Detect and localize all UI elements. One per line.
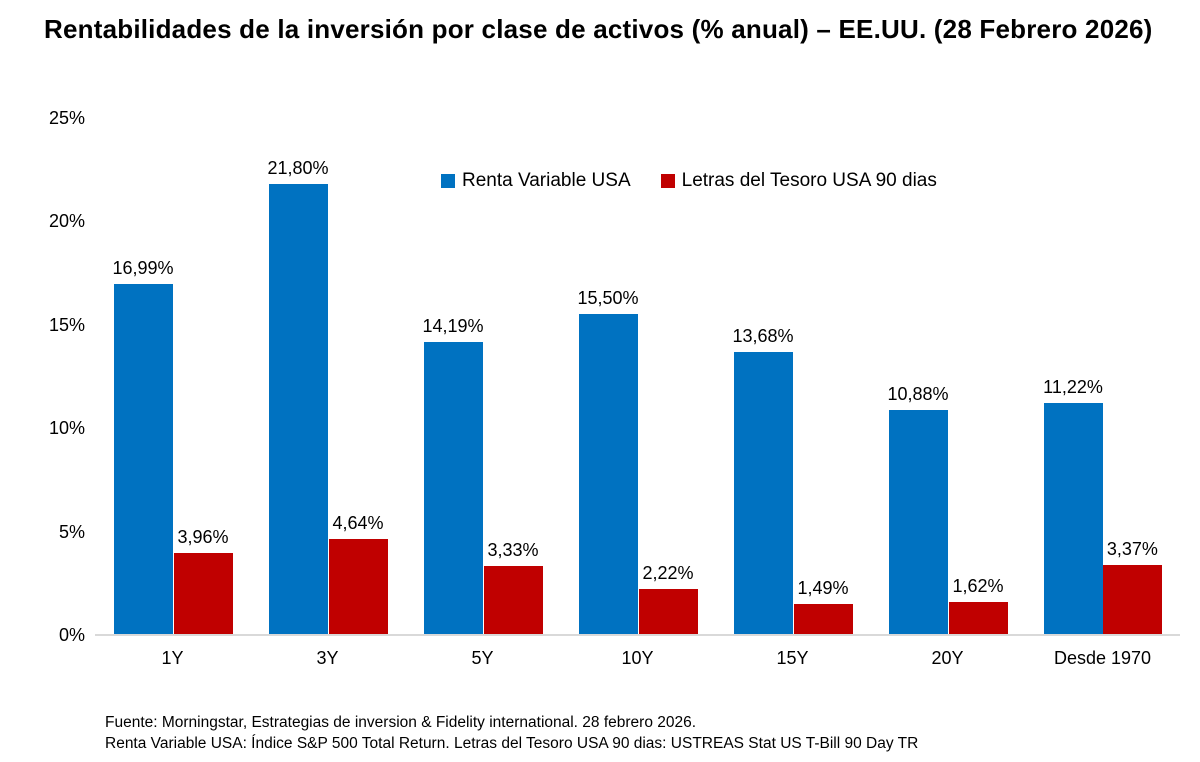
plot-area: Renta Variable USA Letras del Tesoro USA… (95, 118, 1180, 668)
y-tick-label: 25% (48, 108, 85, 128)
bar (328, 539, 388, 635)
bar (113, 283, 173, 635)
y-tick-label: 10% (48, 418, 85, 439)
bar-wrap: 3,96% (173, 527, 233, 635)
bar (578, 314, 638, 635)
bar-wrap: 13,68% (732, 326, 794, 635)
bar-value-label: 1,62% (952, 575, 1004, 596)
y-tick-label: 5% (58, 521, 85, 542)
x-axis-label: 3Y (316, 648, 339, 668)
bar (268, 184, 328, 635)
bar-value-label: 16,99% (112, 257, 174, 278)
bar (793, 604, 853, 635)
bar-wrap: 1,62% (948, 575, 1008, 635)
bar-group-10Y: 15,50% 2,22% 10Y (560, 118, 715, 668)
bar-value-label: 3,96% (177, 527, 229, 548)
source-footnote: Fuente: Morningstar, Estrategias de inve… (105, 712, 918, 754)
bar (423, 341, 483, 635)
y-tick-label: 0% (58, 625, 85, 645)
bar-group-1Y: 16,99% 3,96% 1Y (95, 118, 250, 668)
bar-wrap: 3,33% (483, 540, 543, 635)
bar-wrap: 11,22% (1043, 377, 1103, 635)
x-axis-label: 10Y (621, 648, 654, 668)
bar-value-label: 3,33% (487, 540, 539, 561)
legend-swatch-blue-icon (441, 174, 455, 188)
bar-group-15Y: 13,68% 1,49% 15Y (715, 118, 870, 668)
bar-wrap: 10,88% (887, 384, 949, 635)
y-tick-label: 20% (48, 211, 85, 232)
legend-label: Letras del Tesoro USA 90 dias (681, 170, 937, 191)
chart-title: Rentabilidades de la inversión por clase… (44, 14, 1153, 44)
bar (483, 566, 543, 635)
bar-group-20Y: 10,88% 1,62% 20Y (870, 118, 1025, 668)
bar-value-label: 3,37% (1106, 539, 1158, 560)
y-tick-label: 15% (48, 314, 85, 335)
x-axis-label: 15Y (776, 648, 809, 668)
bar-value-label: 13,68% (732, 326, 794, 347)
footnote-line-2: Renta Variable USA: Índice S&P 500 Total… (105, 735, 919, 752)
bar (1043, 402, 1103, 635)
legend-item-letras-tesoro: Letras del Tesoro USA 90 dias (660, 170, 937, 192)
bar (173, 553, 233, 635)
bar-wrap: 15,50% (577, 288, 639, 635)
bar-value-label: 14,19% (422, 315, 484, 336)
legend-swatch-red-icon (660, 174, 675, 188)
bar-value-label: 1,49% (797, 578, 849, 599)
y-axis: 0% 5% 10% 15% 20% 25% (30, 108, 85, 645)
bar-wrap: 14,19% (422, 315, 484, 635)
bar-group-3Y: 21,80% 4,64% 3Y (250, 118, 405, 668)
bar (888, 410, 948, 635)
x-axis-label: 5Y (471, 648, 494, 668)
bar-group-5Y: 14,19% 3,33% 5Y (405, 118, 560, 668)
footnote-line-1: Fuente: Morningstar, Estrategias de inve… (105, 714, 697, 731)
legend-label: Renta Variable USA (462, 170, 631, 191)
bar (638, 589, 698, 635)
bar-value-label: 21,80% (267, 158, 329, 179)
bar-wrap: 16,99% (112, 257, 174, 635)
chart-legend: Renta Variable USA Letras del Tesoro USA… (441, 170, 937, 192)
x-axis-label: Desde 1970 (1053, 648, 1152, 668)
bar-value-label: 2,22% (642, 563, 694, 584)
bar-wrap: 3,37% (1102, 539, 1162, 635)
bar (733, 352, 793, 635)
bar-wrap: 1,49% (793, 578, 853, 635)
x-axis-label: 20Y (931, 648, 964, 668)
bar-value-label: 15,50% (577, 288, 639, 309)
bar-wrap: 4,64% (328, 513, 388, 635)
bar-wrap: 2,22% (638, 563, 698, 635)
bar-value-label: 10,88% (887, 384, 949, 405)
bar-groups: 16,99% 3,96% 1Y 21,80% 4,64% 3Y 14,19% 3,33% 5Y 1… (95, 118, 1180, 668)
bar-value-label: 11,22% (1043, 376, 1103, 397)
bar-group-Desde 1970: 11,22% 3,37% Desde 1970 (1025, 118, 1180, 668)
x-axis-baseline (95, 634, 1180, 636)
bar (1102, 565, 1162, 635)
legend-item-renta-variable: Renta Variable USA (441, 170, 631, 192)
bar-wrap: 21,80% (267, 158, 329, 635)
x-axis-label: 1Y (161, 648, 184, 668)
bar-value-label: 4,64% (332, 513, 384, 534)
bar (948, 601, 1008, 635)
